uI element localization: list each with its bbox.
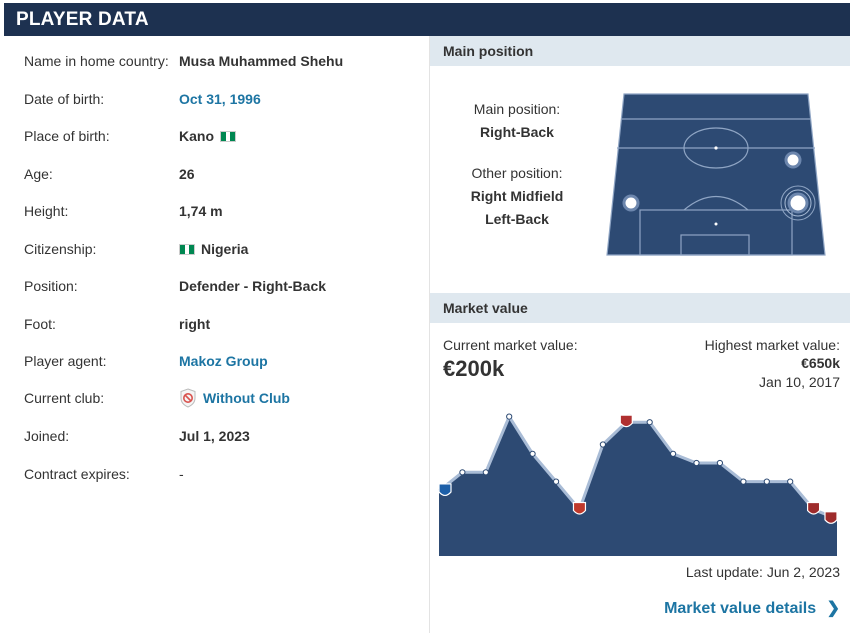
label-joined: Joined: bbox=[24, 428, 70, 444]
market-value-details-link[interactable]: Market value details ❯ bbox=[664, 598, 840, 618]
market-value-point bbox=[553, 478, 560, 485]
label-foot: Foot: bbox=[24, 316, 56, 332]
market-value-point bbox=[506, 413, 513, 420]
market-value-point bbox=[670, 450, 677, 457]
market-value-point bbox=[529, 450, 536, 457]
other-position-label: Other position: bbox=[471, 165, 563, 181]
current-club-link[interactable]: Without Club bbox=[179, 386, 290, 410]
chevron-right-icon: ❯ bbox=[826, 600, 840, 617]
market-value-point bbox=[599, 441, 606, 448]
label-height: Height: bbox=[24, 203, 69, 219]
market-value-header: Market value bbox=[430, 293, 850, 323]
label-player-agent: Player agent: bbox=[24, 353, 107, 369]
club-badge-red bbox=[806, 501, 821, 515]
player-agent-link[interactable]: Makoz Group bbox=[179, 353, 268, 369]
market-value-point bbox=[482, 469, 489, 476]
position-marker-right-midfield bbox=[784, 151, 802, 169]
market-value-point bbox=[646, 419, 653, 426]
current-market-value: €200k bbox=[443, 356, 505, 381]
highest-market-value: €650k bbox=[801, 355, 840, 371]
value-foot: right bbox=[179, 316, 211, 332]
player-data-title: PLAYER DATA bbox=[16, 9, 149, 30]
nigeria-flag-icon bbox=[220, 130, 236, 142]
value-joined: Jul 1, 2023 bbox=[179, 428, 250, 444]
market-value-point bbox=[459, 469, 466, 476]
nigeria-flag-icon bbox=[179, 243, 195, 255]
market-value-point bbox=[787, 478, 794, 485]
label-age: Age: bbox=[24, 166, 53, 182]
current-market-value-label: Current market value: bbox=[443, 337, 578, 353]
club-badge-red bbox=[619, 414, 633, 428]
without-club-icon bbox=[180, 388, 196, 408]
market-value-line bbox=[438, 413, 838, 521]
label-position: Position: bbox=[24, 278, 78, 294]
value-place-of-birth: Kano bbox=[179, 124, 236, 148]
market-value-point bbox=[740, 478, 747, 485]
other-position-value-1: Right Midfield bbox=[470, 188, 564, 204]
value-age: 26 bbox=[179, 166, 195, 182]
last-update-text: Last update: Jun 2, 2023 bbox=[685, 564, 840, 580]
label-name-home: Name in home country: bbox=[24, 53, 169, 69]
other-position-value-2: Left-Back bbox=[485, 211, 549, 227]
current-club-text: Without Club bbox=[203, 390, 290, 406]
position-marker-right-back bbox=[787, 192, 809, 214]
market-value-chart[interactable] bbox=[438, 408, 848, 558]
value-contract-expires: - bbox=[179, 466, 184, 482]
market-value-point bbox=[763, 478, 770, 485]
player-info-panel: Name in home country: Musa Muhammed Sheh… bbox=[4, 36, 430, 633]
pitch-diagram bbox=[606, 93, 826, 256]
position-marker-ring bbox=[780, 185, 816, 221]
value-name-home: Musa Muhammed Shehu bbox=[179, 53, 344, 69]
place-of-birth-text: Kano bbox=[179, 128, 214, 144]
main-position-value: Right-Back bbox=[480, 124, 554, 140]
label-date-of-birth: Date of birth: bbox=[24, 91, 105, 107]
market-value-area bbox=[439, 416, 837, 556]
player-data-header: PLAYER DATA bbox=[4, 3, 850, 36]
main-position-header: Main position bbox=[430, 36, 850, 66]
value-position: Defender - Right-Back bbox=[179, 278, 327, 294]
market-value-details-text: Market value details bbox=[664, 600, 817, 617]
value-citizenship: Nigeria bbox=[179, 237, 248, 261]
highest-market-value-label: Highest market value: bbox=[704, 337, 840, 353]
date-of-birth-link[interactable]: Oct 31, 1996 bbox=[179, 91, 261, 107]
club-badge-blue bbox=[438, 483, 452, 497]
citizenship-text: Nigeria bbox=[201, 241, 249, 257]
market-value-point bbox=[693, 459, 700, 467]
highest-market-value-date: Jan 10, 2017 bbox=[759, 374, 840, 390]
label-place-of-birth: Place of birth: bbox=[24, 128, 110, 144]
main-position-label: Main position: bbox=[473, 101, 561, 117]
club-badge-red bbox=[824, 511, 838, 524]
value-height: 1,74 m bbox=[179, 203, 223, 219]
side-panel: Main position Main position: Right-Back … bbox=[430, 36, 850, 633]
position-marker-left-back bbox=[622, 194, 640, 212]
label-contract-expires: Contract expires: bbox=[24, 466, 130, 482]
pitch-surface bbox=[607, 94, 825, 255]
label-citizenship: Citizenship: bbox=[24, 241, 97, 257]
label-current-club: Current club: bbox=[24, 390, 105, 406]
market-value-point bbox=[716, 459, 723, 467]
club-badge-black-red bbox=[572, 501, 587, 515]
